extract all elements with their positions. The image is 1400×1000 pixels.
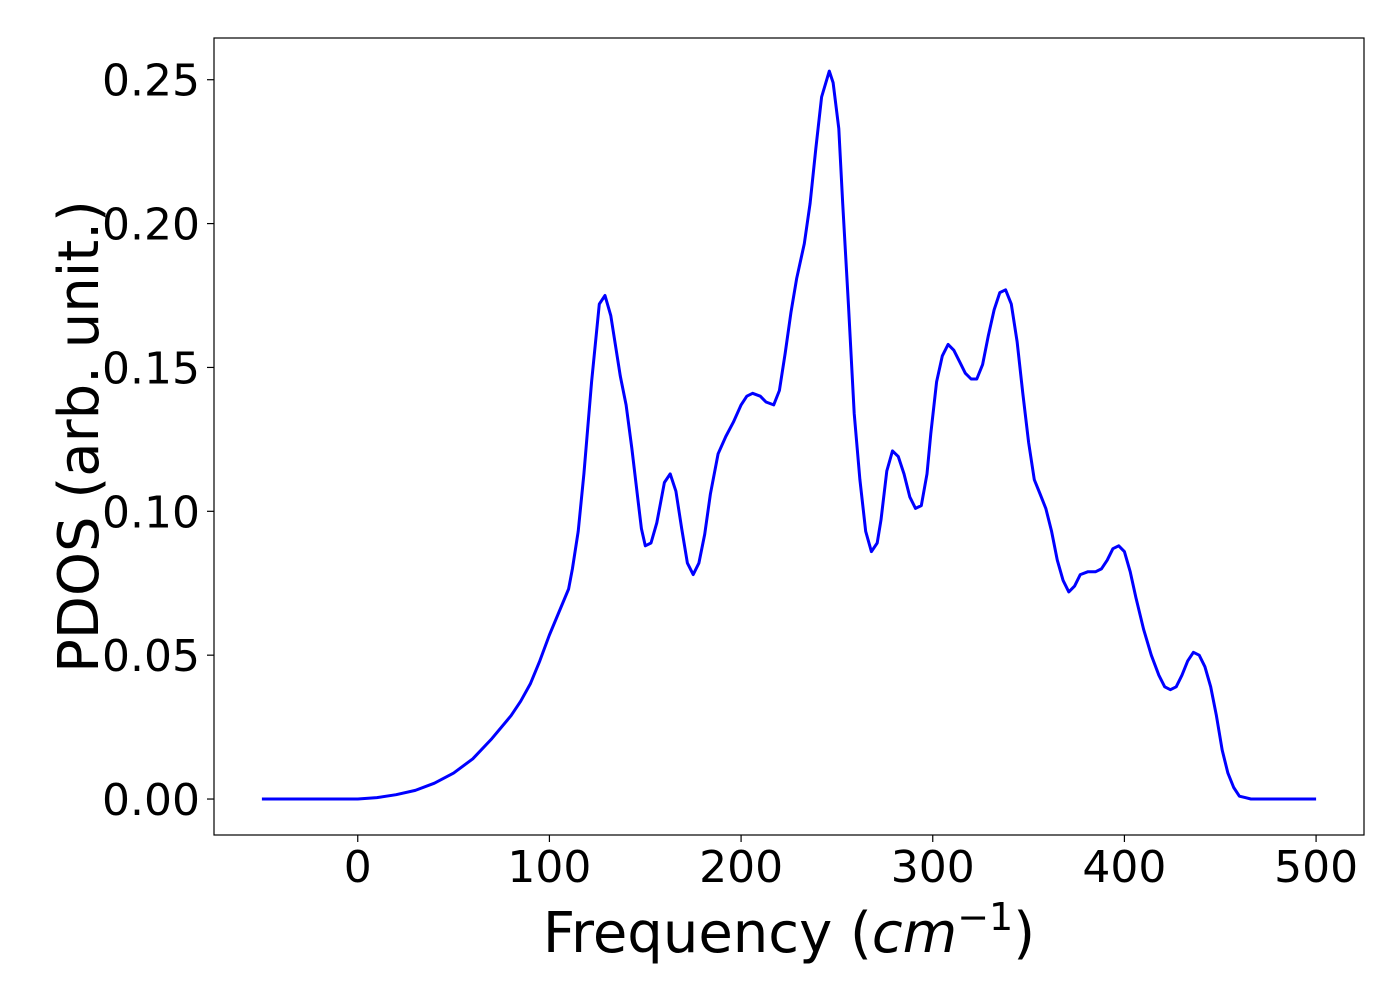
y-axis-label: PDOS (arb. unit.) <box>47 200 112 673</box>
y-tick-label: 0.00 <box>102 775 200 826</box>
plot-frame <box>213 37 1365 836</box>
y-tick-label: 0.15 <box>102 343 200 394</box>
x-axis-label-unit: cm <box>872 901 957 966</box>
y-tick-label: 0.20 <box>102 200 200 251</box>
y-axis: 0.00 0.05 0.10 0.15 0.20 0.25 <box>102 56 214 826</box>
x-axis-label-suffix: ) <box>1013 901 1035 966</box>
y-tick-label: 0.10 <box>102 487 200 538</box>
y-tick-label: 0.05 <box>102 631 200 682</box>
x-axis-label: Frequency (cm−1) <box>543 895 1035 966</box>
plot-area <box>261 69 1317 801</box>
x-tick-label: 100 <box>507 842 591 893</box>
x-tick-label: 0 <box>344 842 372 893</box>
x-tick-label: 400 <box>1082 842 1166 893</box>
x-tick-label: 200 <box>699 842 783 893</box>
x-axis: 0 100 200 300 400 500 <box>344 835 1358 893</box>
pdos-series-line-0 <box>261 69 1317 801</box>
x-axis-label-exponent: −1 <box>957 895 1013 939</box>
x-tick-label: 500 <box>1274 842 1358 893</box>
y-tick-label: 0.25 <box>102 56 200 107</box>
x-axis-label-prefix: Frequency ( <box>543 901 872 966</box>
x-tick-label: 300 <box>891 842 975 893</box>
